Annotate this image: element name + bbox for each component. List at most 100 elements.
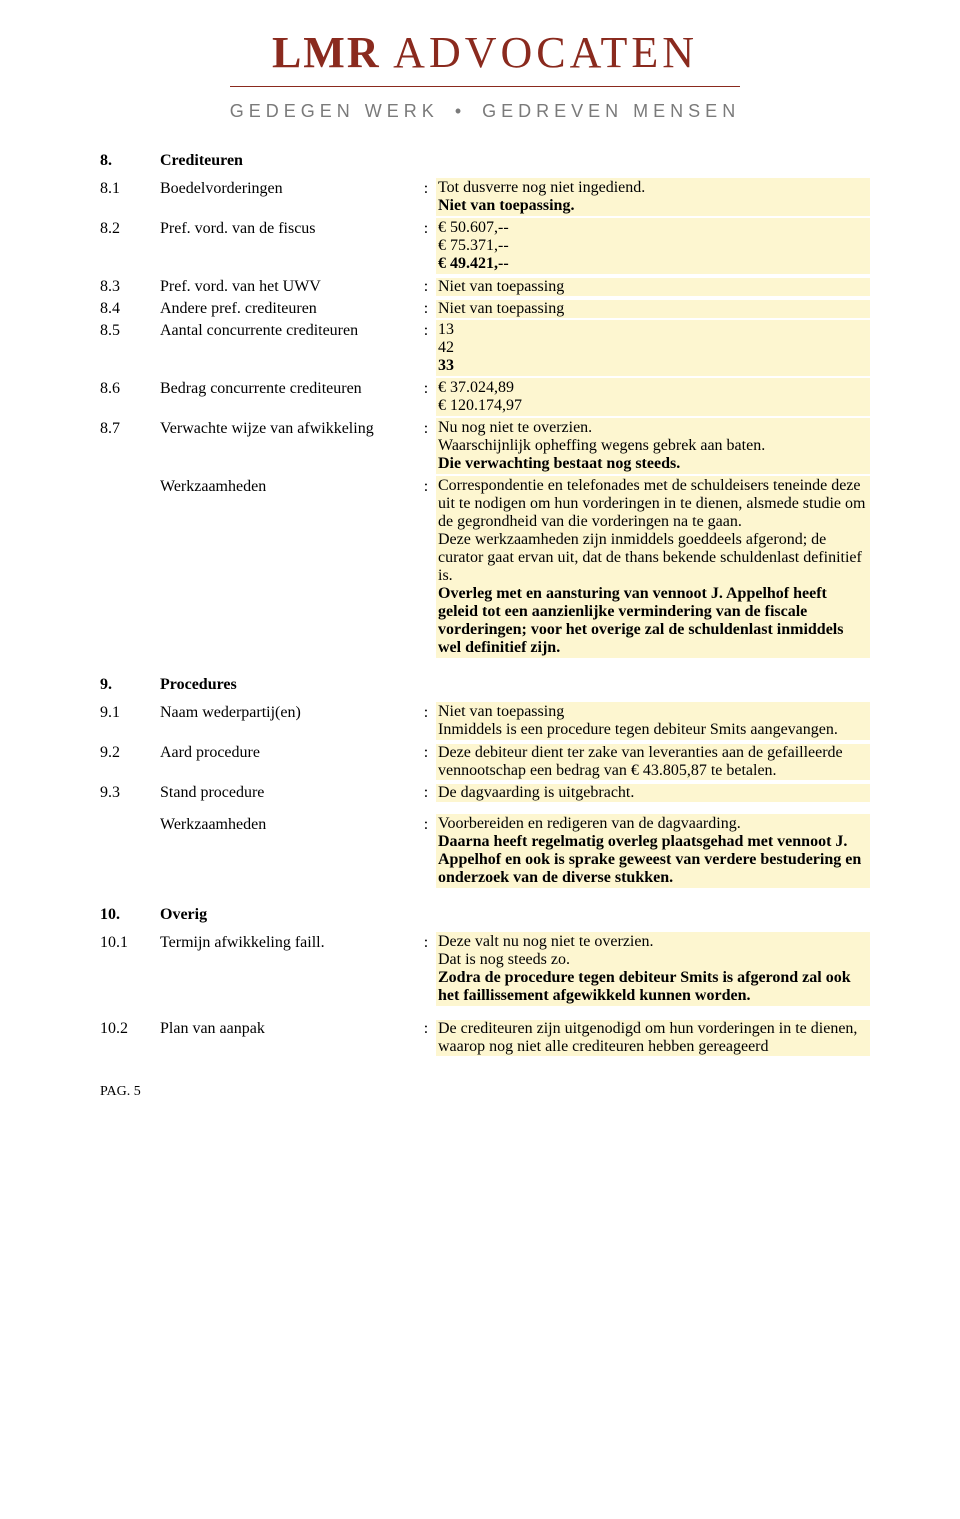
value-paragraph: Overleg met en aansturing van vennoot J.…	[438, 585, 843, 656]
row-value: Correspondentie en telefonades met de sc…	[436, 476, 870, 658]
row-label: Stand procedure	[160, 782, 416, 802]
row-sep: :	[416, 320, 436, 340]
section-title: Procedures	[160, 676, 237, 694]
logo-sub-left: GEDEGEN WERK	[230, 101, 439, 121]
row-value: Niet van toepassing	[436, 276, 870, 296]
row-9-2: 9.2 Aard procedure : Deze debiteur dient…	[100, 742, 870, 780]
row-number: 8.7	[100, 418, 160, 438]
row-label: Verwachte wijze van afwikkeling	[160, 418, 416, 438]
row-label: Plan van aanpak	[160, 1018, 416, 1038]
row-label: Andere pref. crediteuren	[160, 298, 416, 318]
value-line: 13	[438, 321, 454, 338]
row-8-werk: Werkzaamheden : Correspondentie en telef…	[100, 476, 870, 658]
section-heading: 9. Procedures	[100, 676, 870, 694]
logo: LMR ADVOCATEN GEDEGEN WERK • GEDREVEN ME…	[100, 30, 870, 122]
value-line: Niet van toepassing	[436, 300, 870, 318]
row-number: 8.5	[100, 320, 160, 340]
row-sep: :	[416, 1018, 436, 1038]
logo-prefix: LMR	[272, 28, 381, 77]
row-number: 8.6	[100, 378, 160, 398]
section-heading: 8. Crediteuren	[100, 152, 870, 170]
row-8-7: 8.7 Verwachte wijze van afwikkeling : Nu…	[100, 418, 870, 474]
row-value: 13 42 33	[436, 320, 870, 376]
row-label: Naam wederpartij(en)	[160, 702, 416, 722]
row-number: 10.1	[100, 932, 160, 952]
row-number: 9.3	[100, 782, 160, 802]
row-number: 9.2	[100, 742, 160, 762]
logo-rest: ADVOCATEN	[381, 28, 698, 77]
logo-dot-icon: •	[455, 101, 466, 121]
row-sep: :	[416, 782, 436, 802]
value-line: De dagvaarding is uitgebracht.	[436, 784, 870, 802]
row-number	[100, 814, 160, 816]
section-number: 10.	[100, 906, 160, 924]
value-line: Waarschijnlijk opheffing wegens gebrek a…	[438, 437, 765, 454]
row-value: Deze debiteur dient ter zake van leveran…	[436, 742, 870, 780]
row-value: Niet van toepassing	[436, 298, 870, 318]
page-footer: PAG. 5	[100, 1084, 870, 1100]
logo-sub-right: GEDREVEN MENSEN	[482, 101, 740, 121]
row-value: Voorbereiden en redigeren van de dagvaar…	[436, 814, 870, 888]
row-number: 10.2	[100, 1018, 160, 1038]
row-sep: :	[416, 476, 436, 496]
row-9-werk: Werkzaamheden : Voorbereiden en redigere…	[100, 814, 870, 888]
row-label: Pref. vord. van de fiscus	[160, 218, 416, 238]
document-page: LMR ADVOCATEN GEDEGEN WERK • GEDREVEN ME…	[0, 0, 960, 1140]
row-value: Niet van toepassing Inmiddels is een pro…	[436, 702, 870, 740]
value-line: Deze valt nu nog niet te overzien.	[438, 933, 653, 950]
row-sep: :	[416, 702, 436, 722]
value-paragraph: Correspondentie en telefonades met de sc…	[438, 477, 865, 530]
row-8-5: 8.5 Aantal concurrente crediteuren : 13 …	[100, 320, 870, 376]
value-line: € 50.607,--	[438, 219, 509, 236]
row-label: Termijn afwikkeling faill.	[160, 932, 416, 952]
value-line: De crediteuren zijn uitgenodigd om hun v…	[436, 1020, 870, 1056]
value-line: 42	[438, 339, 454, 356]
logo-main: LMR ADVOCATEN	[230, 30, 740, 76]
row-number: 8.3	[100, 276, 160, 296]
value-line: € 120.174,97	[438, 397, 522, 414]
value-paragraph: Deze werkzaamheden zijn inmiddels goedde…	[438, 531, 862, 584]
value-paragraph: Voorbereiden en redigeren van de dagvaar…	[438, 815, 741, 832]
row-sep: :	[416, 218, 436, 238]
row-value: De crediteuren zijn uitgenodigd om hun v…	[436, 1018, 870, 1056]
section-number: 8.	[100, 152, 160, 170]
value-line: Zodra de procedure tegen debiteur Smits …	[438, 969, 851, 1004]
value-line: Niet van toepassing	[436, 278, 870, 296]
logo-subtitle: GEDEGEN WERK • GEDREVEN MENSEN	[230, 101, 740, 122]
row-10-1: 10.1 Termijn afwikkeling faill. : Deze v…	[100, 932, 870, 1006]
row-value: € 50.607,-- € 75.371,-- € 49.421,--	[436, 218, 870, 274]
row-value: € 37.024,89 € 120.174,97	[436, 378, 870, 416]
row-sep: :	[416, 178, 436, 198]
row-label: Aard procedure	[160, 742, 416, 762]
value-line: € 37.024,89	[438, 379, 514, 396]
row-8-3: 8.3 Pref. vord. van het UWV : Niet van t…	[100, 276, 870, 296]
value-line: Tot dusverre nog niet ingediend.	[438, 179, 645, 196]
row-label: Aantal concurrente crediteuren	[160, 320, 416, 340]
section-number: 9.	[100, 676, 160, 694]
value-line: 33	[438, 357, 454, 374]
value-paragraph: Daarna heeft regelmatig overleg plaatsge…	[438, 833, 861, 886]
value-line: Nu nog niet te overzien.	[438, 419, 592, 436]
row-number	[100, 476, 160, 478]
section-heading: 10. Overig	[100, 906, 870, 924]
row-8-6: 8.6 Bedrag concurrente crediteuren : € 3…	[100, 378, 870, 416]
row-value: Nu nog niet te overzien. Waarschijnlijk …	[436, 418, 870, 474]
section-title: Crediteuren	[160, 152, 243, 170]
value-line: Niet van toepassing	[438, 703, 564, 720]
row-value: Deze valt nu nog niet te overzien. Dat i…	[436, 932, 870, 1006]
row-number: 8.1	[100, 178, 160, 198]
row-sep: :	[416, 298, 436, 318]
row-label: Pref. vord. van het UWV	[160, 276, 416, 296]
row-sep: :	[416, 742, 436, 762]
row-label: Werkzaamheden	[160, 814, 416, 834]
value-line: Die verwachting bestaat nog steeds.	[438, 455, 680, 472]
section-procedures: 9. Procedures 9.1 Naam wederpartij(en) :…	[100, 676, 870, 888]
section-crediteuren: 8. Crediteuren 8.1 Boedelvorderingen : T…	[100, 152, 870, 658]
row-sep: :	[416, 378, 436, 398]
row-value: De dagvaarding is uitgebracht.	[436, 782, 870, 802]
value-line: Inmiddels is een procedure tegen debiteu…	[438, 721, 838, 738]
row-10-2: 10.2 Plan van aanpak : De crediteuren zi…	[100, 1018, 870, 1056]
row-8-2: 8.2 Pref. vord. van de fiscus : € 50.607…	[100, 218, 870, 274]
row-value: Tot dusverre nog niet ingediend. Niet va…	[436, 178, 870, 216]
row-sep: :	[416, 932, 436, 952]
